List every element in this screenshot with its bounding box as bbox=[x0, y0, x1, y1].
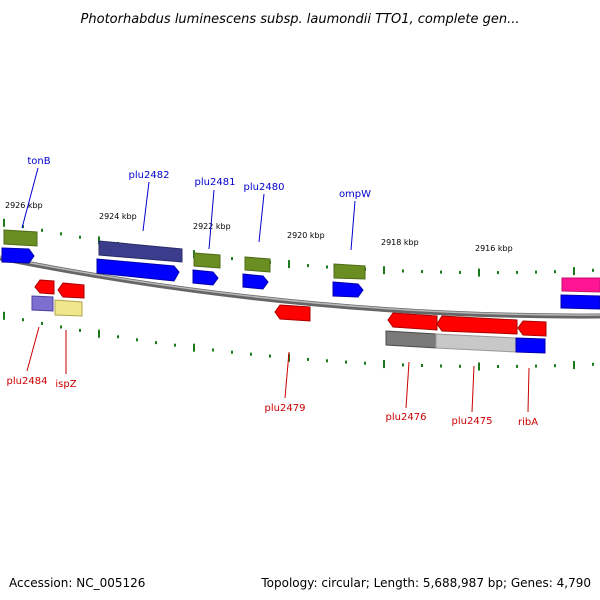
leader-line-plu2481 bbox=[208, 189, 215, 250]
gene-label-plu2475[interactable]: plu2475 bbox=[452, 416, 493, 427]
gene-label-plu2482[interactable]: plu2482 bbox=[129, 170, 170, 181]
top-gene-labels: tonB plu2482 plu2481 plu2480 ompW bbox=[21, 156, 371, 251]
leader-line-plu2475 bbox=[471, 365, 475, 413]
leader-line-tonB bbox=[21, 167, 39, 229]
leader-line-ribA bbox=[527, 367, 530, 413]
gene-block-olive[interactable] bbox=[333, 263, 366, 280]
gene-arrow-red[interactable] bbox=[57, 282, 85, 299]
gene-label-plu2479[interactable]: plu2479 bbox=[265, 403, 306, 414]
gene-arrow-blue[interactable] bbox=[192, 269, 219, 286]
leader-line-plu2482 bbox=[142, 181, 150, 232]
gene-label-plu2476[interactable]: plu2476 bbox=[386, 412, 427, 423]
gene-arrow-red[interactable] bbox=[517, 320, 547, 337]
gene-label-plu2481[interactable]: plu2481 bbox=[195, 177, 236, 188]
kbp-label-2918: 2918 kbp bbox=[381, 238, 419, 247]
gene-block-olive[interactable] bbox=[244, 256, 271, 273]
forward-strand-genes bbox=[1, 229, 600, 310]
gene-arrow-red[interactable] bbox=[436, 315, 518, 335]
gene-arrow-blue[interactable] bbox=[242, 273, 269, 290]
reverse-strand-genes bbox=[31, 279, 547, 354]
gene-block-gray[interactable] bbox=[385, 330, 437, 349]
gene-arrow-blue[interactable] bbox=[1, 247, 35, 264]
tick-row-bottom bbox=[3, 311, 594, 371]
kbp-label-2922: 2922 kbp bbox=[193, 222, 231, 231]
gene-arrow-red[interactable] bbox=[387, 312, 438, 331]
gene-arrow-blue[interactable] bbox=[332, 281, 364, 298]
leader-line-plu2480 bbox=[258, 193, 265, 243]
gene-label-plu2480[interactable]: plu2480 bbox=[244, 182, 285, 193]
accession-text: Accession: NC_005126 bbox=[9, 576, 145, 590]
kbp-label-2916: 2916 kbp bbox=[475, 244, 513, 253]
kbp-label-2924: 2924 kbp bbox=[99, 212, 137, 221]
gene-block-olive[interactable] bbox=[193, 252, 221, 269]
leader-line-plu2476 bbox=[405, 361, 410, 409]
leader-line-ompW bbox=[350, 200, 356, 251]
gene-label-ribA[interactable]: ribA bbox=[518, 417, 538, 428]
gene-arrow-red[interactable] bbox=[34, 279, 55, 295]
gene-block-lavender[interactable] bbox=[31, 295, 54, 312]
gene-label-tonB[interactable]: tonB bbox=[27, 156, 50, 167]
kbp-labels: 2926 kbp 2924 kbp 2922 kbp 2920 kbp 2918… bbox=[5, 201, 513, 253]
gene-block-lightgray[interactable] bbox=[435, 333, 517, 353]
map-title: Photorhabdus luminescens subsp. laumondi… bbox=[81, 12, 520, 27]
leader-line-plu2484 bbox=[26, 326, 40, 372]
gene-block-blue[interactable] bbox=[515, 337, 546, 354]
gene-label-plu2484[interactable]: plu2484 bbox=[7, 376, 48, 387]
backbone-arc-highlight bbox=[0, 256, 600, 316]
gene-arrow-blue[interactable] bbox=[96, 258, 180, 282]
bottom-gene-labels: plu2484 ispZ plu2479 plu2476 plu2475 rib… bbox=[7, 326, 538, 428]
gene-block-olive[interactable] bbox=[3, 229, 38, 247]
gene-label-ispZ[interactable]: ispZ bbox=[55, 379, 76, 390]
genome-summary-text: Topology: circular; Length: 5,688,987 bp… bbox=[260, 576, 591, 590]
backbone-arc bbox=[0, 255, 600, 319]
gene-label-ompW[interactable]: ompW bbox=[339, 189, 371, 200]
leader-line-plu2479 bbox=[284, 351, 290, 399]
kbp-label-2926: 2926 kbp bbox=[5, 201, 43, 210]
gene-block-navy[interactable] bbox=[98, 240, 183, 263]
gene-block-khaki[interactable] bbox=[54, 299, 83, 317]
gene-block-blue[interactable] bbox=[560, 294, 600, 310]
gene-arrow-red[interactable] bbox=[274, 304, 311, 322]
kbp-label-2920: 2920 kbp bbox=[287, 231, 325, 240]
gene-block-magenta[interactable] bbox=[561, 277, 600, 293]
